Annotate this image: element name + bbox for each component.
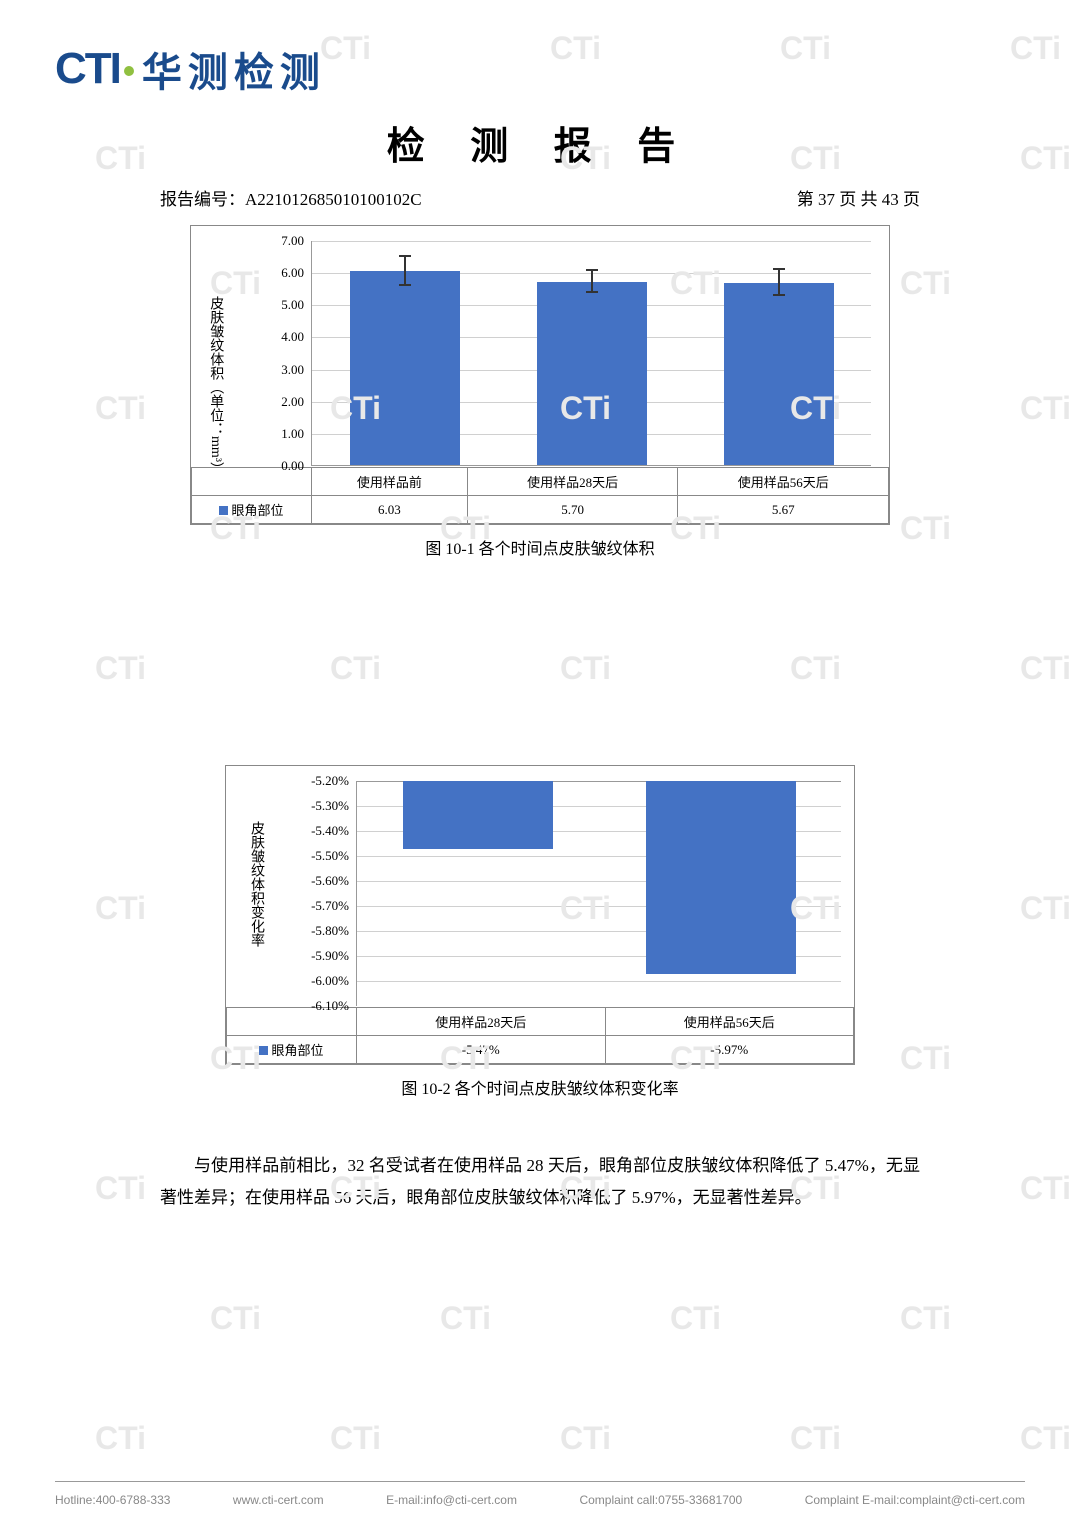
footer-hotline: Hotline:400-6788-333 xyxy=(55,1493,170,1507)
chart2-ylabel: 皮肤皱纹体积变化率 xyxy=(246,821,266,947)
chart2-plot xyxy=(356,781,841,1006)
header-row: 报告编号：A221012685010100102C 第 37 页 共 43 页 xyxy=(160,185,920,210)
footer-website: www.cti-cert.com xyxy=(233,1493,324,1507)
logo: CTI 华测检测 xyxy=(55,40,326,98)
footer-divider xyxy=(55,1481,1025,1482)
report-number: 报告编号：A221012685010100102C xyxy=(160,185,422,210)
footer-complaint-email: Complaint E-mail:complaint@cti-cert.com xyxy=(805,1493,1025,1507)
logo-en: CTI xyxy=(55,44,120,94)
chart1: 皮肤皱纹体积（单位：mm³） 使用样品前使用样品28天后使用样品56天后 眼角部… xyxy=(190,225,890,525)
logo-dot xyxy=(124,66,134,76)
footer-complaint-call: Complaint call:0755-33681700 xyxy=(579,1493,742,1507)
footer-email: E-mail:info@cti-cert.com xyxy=(386,1493,517,1507)
footer: Hotline:400-6788-333 www.cti-cert.com E-… xyxy=(55,1493,1025,1507)
chart1-caption: 图 10-1 各个时间点皮肤皱纹体积 xyxy=(0,535,1080,559)
chart1-ylabel: 皮肤皱纹体积（单位：mm³） xyxy=(206,296,224,476)
logo-cn: 华测检测 xyxy=(142,40,326,98)
report-title: 检 测 报 告 xyxy=(0,115,1080,170)
body-paragraph: 与使用样品前相比，32 名受试者在使用样品 28 天后，眼角部位皮肤皱纹体积降低… xyxy=(160,1150,920,1215)
chart1-plot xyxy=(311,241,871,466)
page-info: 第 37 页 共 43 页 xyxy=(797,185,920,210)
chart2-data-table: 使用样品28天后使用样品56天后 眼角部位-5.47%-5.97% xyxy=(226,1007,854,1064)
chart1-data-table: 使用样品前使用样品28天后使用样品56天后 眼角部位6.035.705.67 xyxy=(191,467,889,524)
chart2-caption: 图 10-2 各个时间点皮肤皱纹体积变化率 xyxy=(0,1075,1080,1099)
chart2: 皮肤皱纹体积变化率 使用样品28天后使用样品56天后 眼角部位-5.47%-5.… xyxy=(225,765,855,1065)
